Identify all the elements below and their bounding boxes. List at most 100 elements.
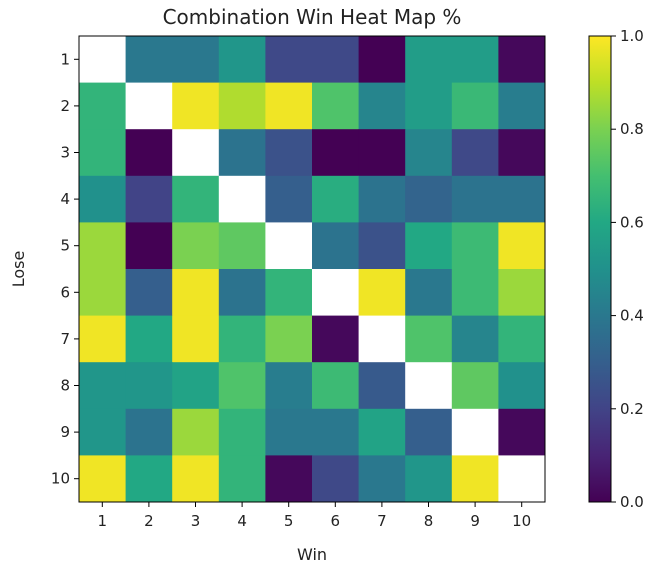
heatmap-cell	[265, 362, 313, 410]
heatmap-cell	[498, 269, 546, 317]
heatmap-cell	[79, 36, 127, 84]
heatmap-cell	[358, 175, 406, 223]
heatmap-cell	[172, 82, 220, 130]
colorbar-tick-label: 0.0	[620, 493, 644, 511]
heatmap-cell	[358, 408, 406, 456]
heatmap-cell	[358, 455, 406, 503]
y-tick-label: 6	[60, 283, 70, 301]
heatmap-cell	[172, 269, 220, 317]
x-axis-label: Win	[297, 545, 327, 564]
heatmap-cell	[312, 269, 360, 317]
plot-frame	[78, 35, 546, 503]
heatmap-cell	[405, 315, 453, 363]
heatmap-cell	[451, 408, 499, 456]
heatmap-cell	[172, 129, 220, 177]
chart-title: Combination Win Heat Map %	[163, 5, 462, 29]
heatmap-cell	[498, 36, 546, 84]
heatmap-cell	[265, 175, 313, 223]
heatmap-cell	[125, 82, 173, 130]
heatmap-cell	[265, 82, 313, 130]
heatmap-cell	[218, 362, 266, 410]
y-tick-label: 3	[60, 144, 70, 162]
heatmap-cell	[265, 408, 313, 456]
heatmap-cell	[79, 129, 127, 177]
heatmap-cell	[405, 129, 453, 177]
heatmap-cell	[79, 455, 127, 503]
y-tick-label: 9	[60, 423, 70, 441]
heatmap-cell	[312, 82, 360, 130]
x-tick-label: 7	[377, 512, 387, 530]
x-tick-label: 8	[424, 512, 434, 530]
heatmap-cell	[405, 82, 453, 130]
x-tick-label: 4	[237, 512, 247, 530]
heatmap-cell	[405, 362, 453, 410]
heatmap-cell	[405, 455, 453, 503]
y-tick-label: 1	[60, 50, 70, 68]
y-tick-label: 7	[60, 330, 70, 348]
heatmap-cell	[265, 455, 313, 503]
heatmap-cell	[312, 175, 360, 223]
heatmap-cell	[125, 36, 173, 84]
heatmap-cell	[218, 315, 266, 363]
heatmap-cell	[265, 269, 313, 317]
heatmap-cell	[172, 362, 220, 410]
heatmap-cell	[358, 129, 406, 177]
heatmap-cell	[498, 82, 546, 130]
heatmap-cell	[451, 362, 499, 410]
heatmap-cell	[125, 175, 173, 223]
heatmap-cell	[405, 175, 453, 223]
heatmap-cell	[172, 36, 220, 84]
colorbar-tick-label: 0.2	[620, 400, 644, 418]
heatmap-cell	[405, 269, 453, 317]
heatmap-cell	[358, 82, 406, 130]
heatmap-cell	[498, 408, 546, 456]
heatmap-cell	[451, 269, 499, 317]
heatmap-cell	[451, 315, 499, 363]
y-axis-label: Lose	[9, 251, 28, 288]
heatmap-cell	[265, 222, 313, 270]
heatmap-cells	[79, 36, 546, 503]
heatmap-cell	[125, 315, 173, 363]
x-tick-label: 5	[284, 512, 294, 530]
heatmap-cell	[265, 36, 313, 84]
heatmap-cell	[498, 455, 546, 503]
x-tick-label: 2	[144, 512, 154, 530]
colorbar-tick-label: 0.8	[620, 120, 644, 138]
heatmap-cell	[172, 455, 220, 503]
x-tick-label: 9	[470, 512, 480, 530]
heatmap-cell	[405, 222, 453, 270]
heatmap-cell	[218, 269, 266, 317]
heatmap-cell	[218, 455, 266, 503]
x-tick-label: 6	[331, 512, 341, 530]
heatmap-cell	[358, 315, 406, 363]
heatmap-cell	[218, 222, 266, 270]
heatmap-cell	[218, 175, 266, 223]
heatmap-cell	[451, 36, 499, 84]
heatmap-cell	[125, 362, 173, 410]
heatmap-cell	[125, 269, 173, 317]
heatmap-cell	[451, 222, 499, 270]
heatmap-cell	[312, 222, 360, 270]
y-tick-label: 10	[51, 470, 70, 488]
heatmap-cell	[218, 82, 266, 130]
heatmap-cell	[312, 36, 360, 84]
heatmap-cell	[451, 129, 499, 177]
heatmap-cell	[172, 222, 220, 270]
colorbar-tick-label: 0.4	[620, 307, 644, 325]
heatmap-cell	[265, 129, 313, 177]
heatmap-cell	[79, 315, 127, 363]
colorbar-tick-label: 1.0	[620, 27, 644, 45]
heatmap-cell	[79, 269, 127, 317]
heatmap-cell	[172, 408, 220, 456]
heatmap-cell	[79, 175, 127, 223]
heatmap-cell	[172, 175, 220, 223]
heatmap-cell	[451, 175, 499, 223]
colorbar-tick-label: 0.6	[620, 213, 644, 231]
heatmap-cell	[172, 315, 220, 363]
heatmap-cell	[498, 362, 546, 410]
heatmap-cell	[498, 222, 546, 270]
heatmap-cell	[79, 222, 127, 270]
heatmap-cell	[125, 222, 173, 270]
y-tick-label: 4	[60, 190, 70, 208]
